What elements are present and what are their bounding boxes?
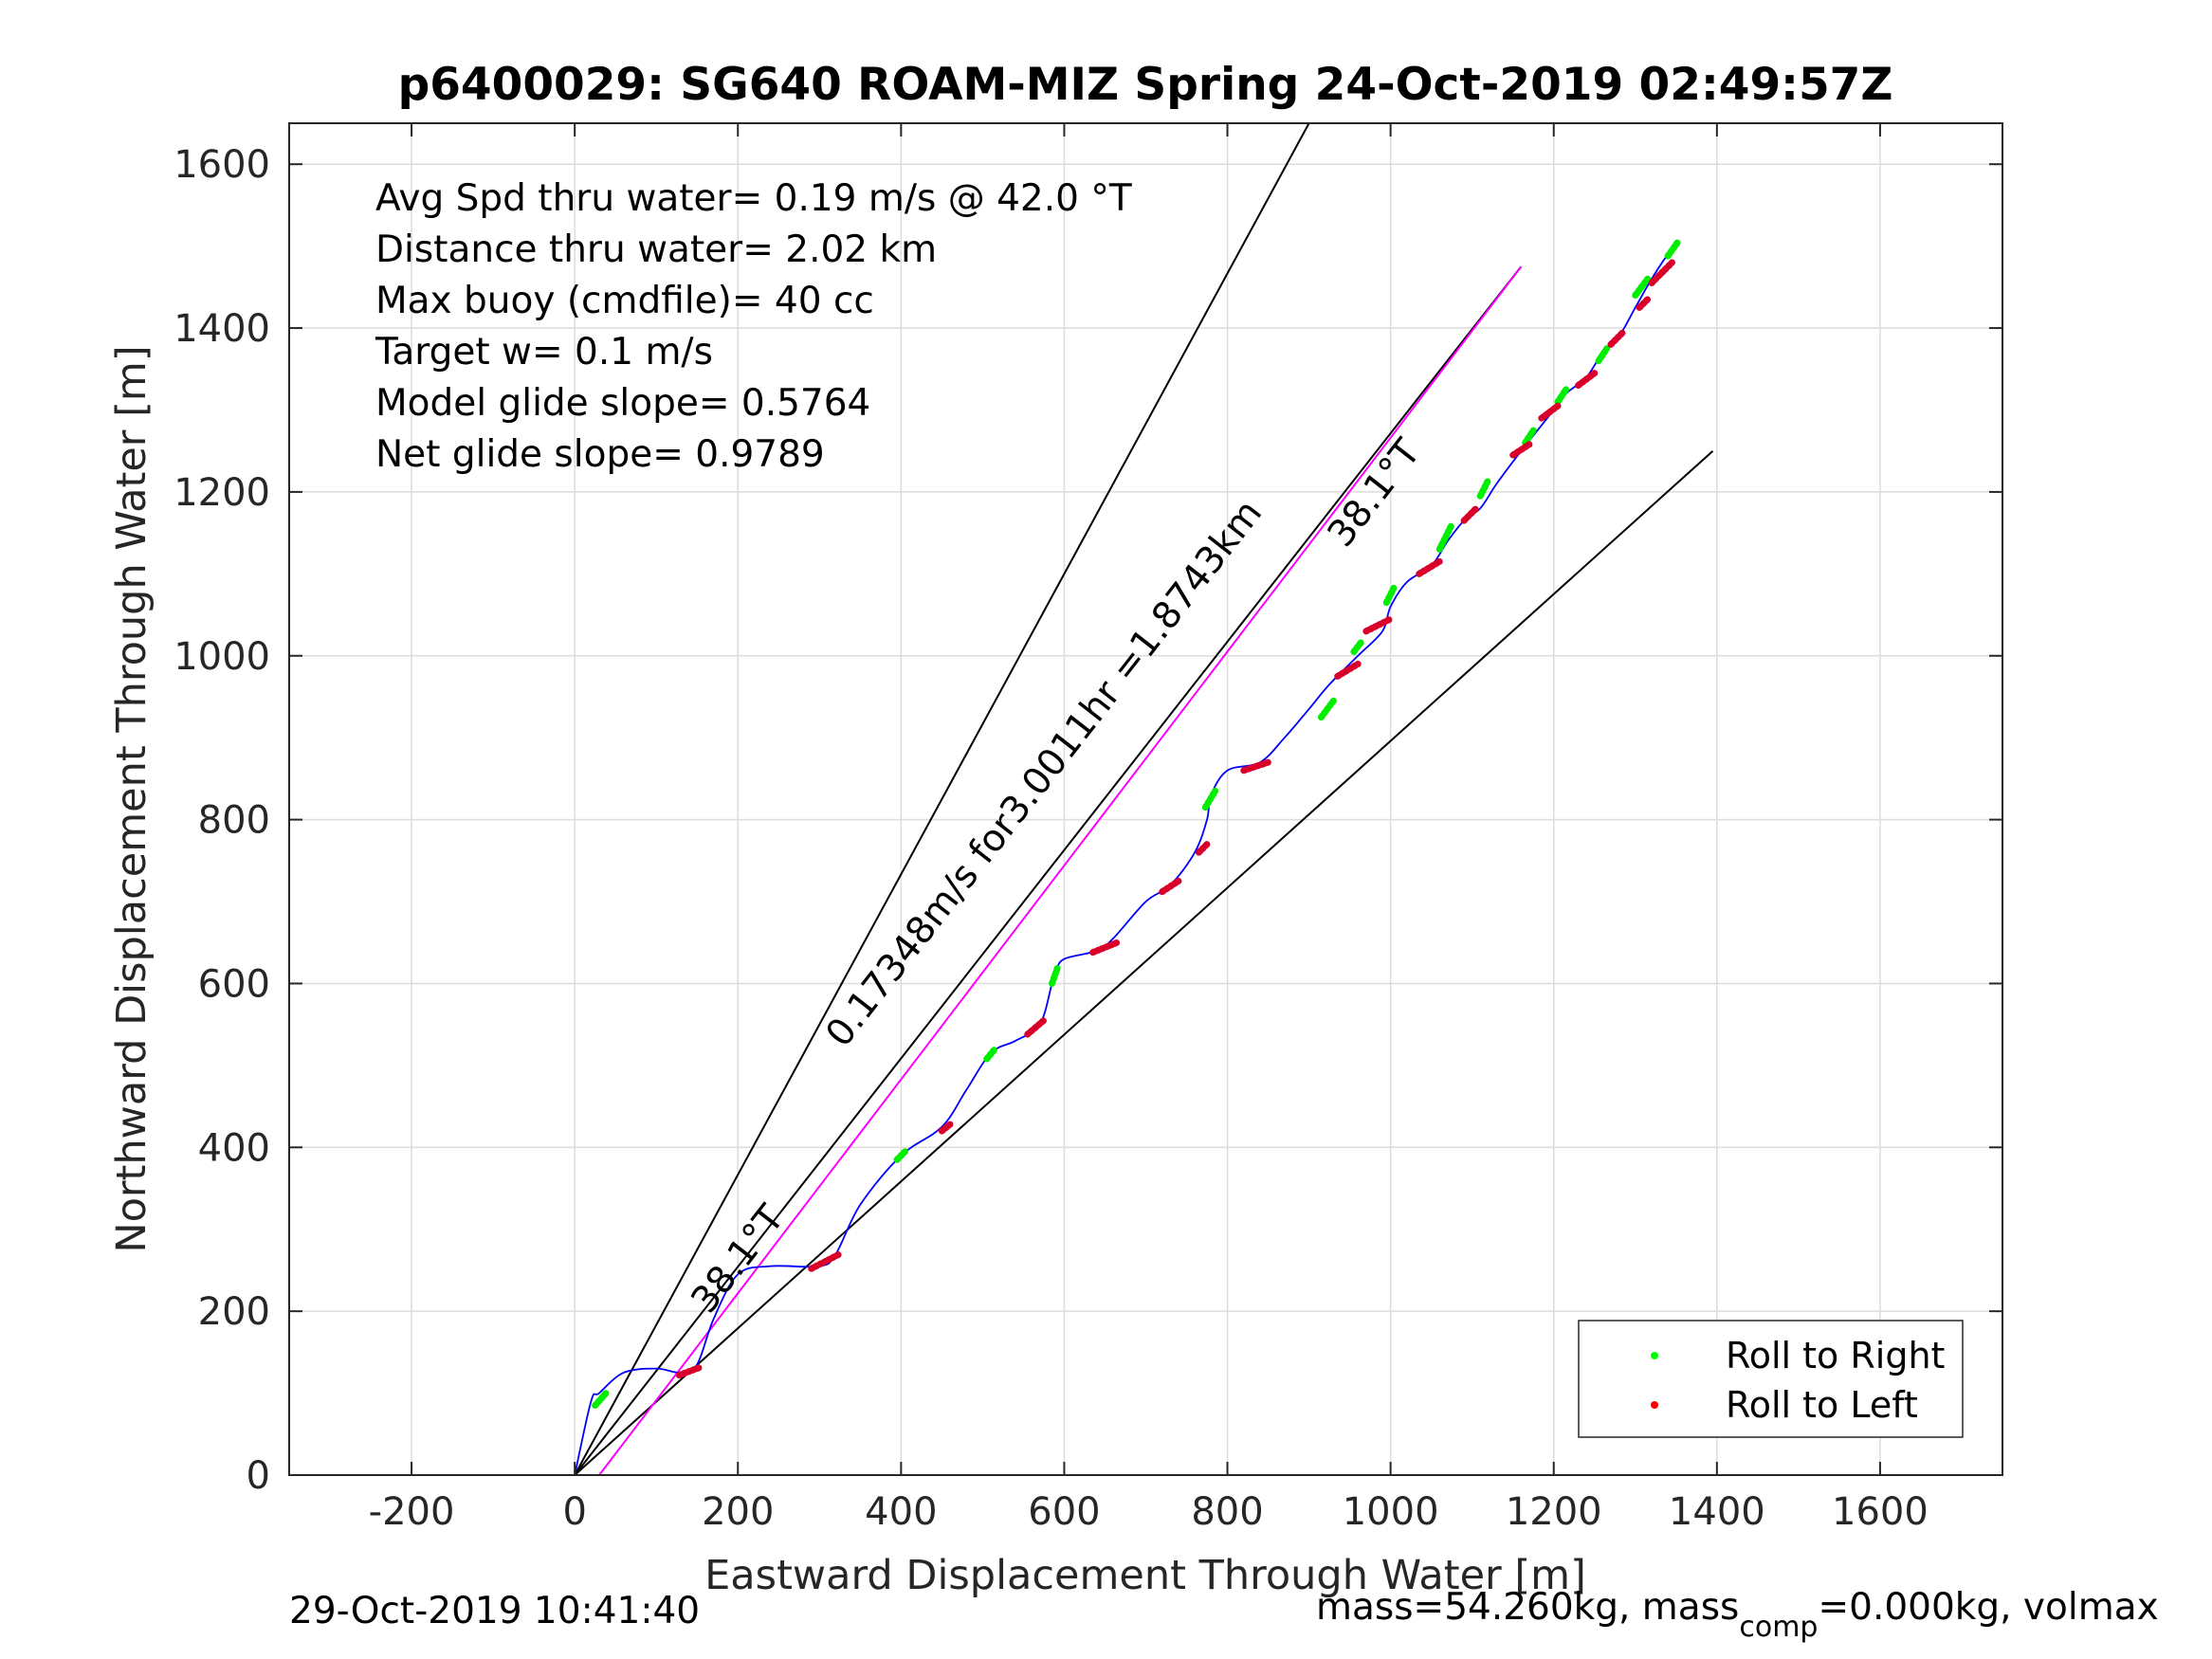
y-tick-label-1: 200	[198, 1290, 270, 1334]
lower-bound-line	[574, 449, 1714, 1475]
roll-right-segment-12	[1595, 345, 1611, 365]
info-block: Avg Spd thru water= 0.19 m/s @ 42.0 °T Di…	[375, 177, 1132, 476]
footer-mass-prefix: mass=54.260kg, mass	[1316, 1586, 1739, 1629]
chart-title: p6400029: SG640 ROAM-MIZ Spring 24-Oct-2…	[398, 59, 1893, 111]
roll-right-segment-6	[1350, 637, 1366, 655]
roll-left-segment-14	[1575, 370, 1599, 390]
magenta-track-line	[598, 265, 1523, 1475]
roll-right-segment-5	[1318, 697, 1337, 721]
roll-left-segment-8	[1334, 660, 1362, 680]
roll-right-segment-9	[1476, 476, 1492, 500]
x-tick-label-5: 800	[1191, 1490, 1263, 1534]
x-tick-label-7: 1200	[1506, 1490, 1602, 1534]
roll-left-segment-0	[675, 1363, 705, 1379]
roll-left-segment-3	[1024, 1016, 1048, 1038]
roll-markers	[592, 238, 1682, 1410]
x-tick-label-0: -200	[369, 1490, 455, 1534]
y-tick-label-8: 1600	[174, 143, 270, 187]
reference-lines	[574, 123, 1714, 1475]
legend-roll-right-marker	[1651, 1352, 1658, 1359]
y-tick-label-5: 1000	[174, 635, 270, 679]
roll-left-segment-5	[1159, 877, 1182, 896]
footer-mass-suffix: =0.000kg, volmax	[1818, 1586, 2158, 1629]
track-series	[574, 241, 1681, 1475]
roll-right-segment-14	[1664, 238, 1682, 260]
footer-mass: mass=54.260kg, masscomp=0.000kg, volmax	[1316, 1586, 2159, 1644]
legend-roll-right-label: Roll to Right	[1726, 1335, 1945, 1376]
info-line-1: Distance thru water= 2.02 km	[375, 228, 937, 271]
track-line-0	[574, 241, 1681, 1475]
roll-left-segment-13	[1538, 402, 1562, 422]
roll-left-segment-15	[1607, 328, 1627, 348]
y-tick-label-2: 400	[198, 1126, 270, 1170]
roll-right-segment-13	[1632, 275, 1652, 299]
info-line-5: Net glide slope= 0.9789	[375, 433, 825, 476]
x-tick-label-1: 0	[562, 1490, 586, 1534]
heading-line-line	[574, 265, 1523, 1475]
info-line-0: Avg Spd thru water= 0.19 m/s @ 42.0 °T	[375, 177, 1132, 220]
info-line-3: Target w= 0.1 m/s	[375, 331, 713, 374]
roll-left-segment-17	[1648, 259, 1676, 287]
x-tick-label-2: 200	[702, 1490, 774, 1534]
roll-left-segment-4	[1089, 939, 1121, 957]
y-tick-label-3: 600	[198, 962, 270, 1006]
roll-right-segment-3	[1049, 963, 1062, 987]
x-tick-label-8: 1400	[1669, 1490, 1765, 1534]
legend-roll-left-label: Roll to Left	[1726, 1384, 1918, 1426]
footer-mass-sub: comp	[1739, 1611, 1818, 1644]
y-axis-label: Northward Displacement Through Water [m]	[108, 345, 155, 1252]
roll-left-segment-9	[1362, 615, 1395, 635]
roll-left-segment-7	[1240, 758, 1272, 775]
y-tick-label-6: 1200	[174, 471, 270, 515]
info-line-4: Model glide slope= 0.5764	[375, 382, 870, 425]
y-tick-label-0: 0	[247, 1454, 270, 1498]
roll-right-segment-2	[983, 1046, 998, 1063]
roll-left-segment-10	[1416, 557, 1443, 577]
roll-right-segment-11	[1554, 386, 1570, 406]
y-tick-label-7: 1400	[174, 307, 270, 351]
roll-left-segment-6	[1195, 841, 1211, 856]
x-tick-label-9: 1600	[1832, 1490, 1929, 1534]
legend: Roll to Right Roll to Left	[1578, 1320, 1964, 1438]
info-line-2: Max buoy (cmdfile)= 40 cc	[375, 280, 874, 322]
plot-frame	[288, 122, 2003, 1476]
x-tick-label-3: 400	[865, 1490, 937, 1534]
legend-box	[1578, 1320, 1964, 1438]
legend-roll-left-marker	[1651, 1401, 1658, 1409]
roll-right-segment-0	[592, 1388, 612, 1410]
roll-right-segment-1	[893, 1148, 909, 1163]
roll-left-segment-12	[1509, 441, 1533, 459]
footer-timestamp: 29-Oct-2019 10:41:40	[289, 1590, 700, 1632]
roll-right-segment-8	[1435, 520, 1455, 553]
roll-right-segment-4	[1201, 787, 1219, 811]
x-axis-label: Eastward Displacement Through Water [m]	[704, 1552, 1586, 1599]
x-tick-label-4: 600	[1028, 1490, 1100, 1534]
plot-area: -200 0 200 400 600 800 1000 1200 1400 1600 0 200 400…	[174, 122, 2003, 1534]
roll-right-segment-7	[1382, 582, 1398, 607]
axis-ticks: -200 0 200 400 600 800 1000 1200 1400 1600 0 200 400…	[174, 123, 2002, 1534]
roll-left-segment-1	[808, 1250, 844, 1272]
roll-left-segment-16	[1636, 296, 1652, 311]
roll-left-segment-2	[938, 1121, 954, 1135]
roll-left-segment-11	[1460, 504, 1480, 524]
y-tick-label-4: 800	[198, 799, 270, 843]
x-tick-label-6: 1000	[1343, 1490, 1439, 1534]
upper-bound-line	[574, 123, 1310, 1475]
roll-right-segment-10	[1522, 427, 1537, 447]
